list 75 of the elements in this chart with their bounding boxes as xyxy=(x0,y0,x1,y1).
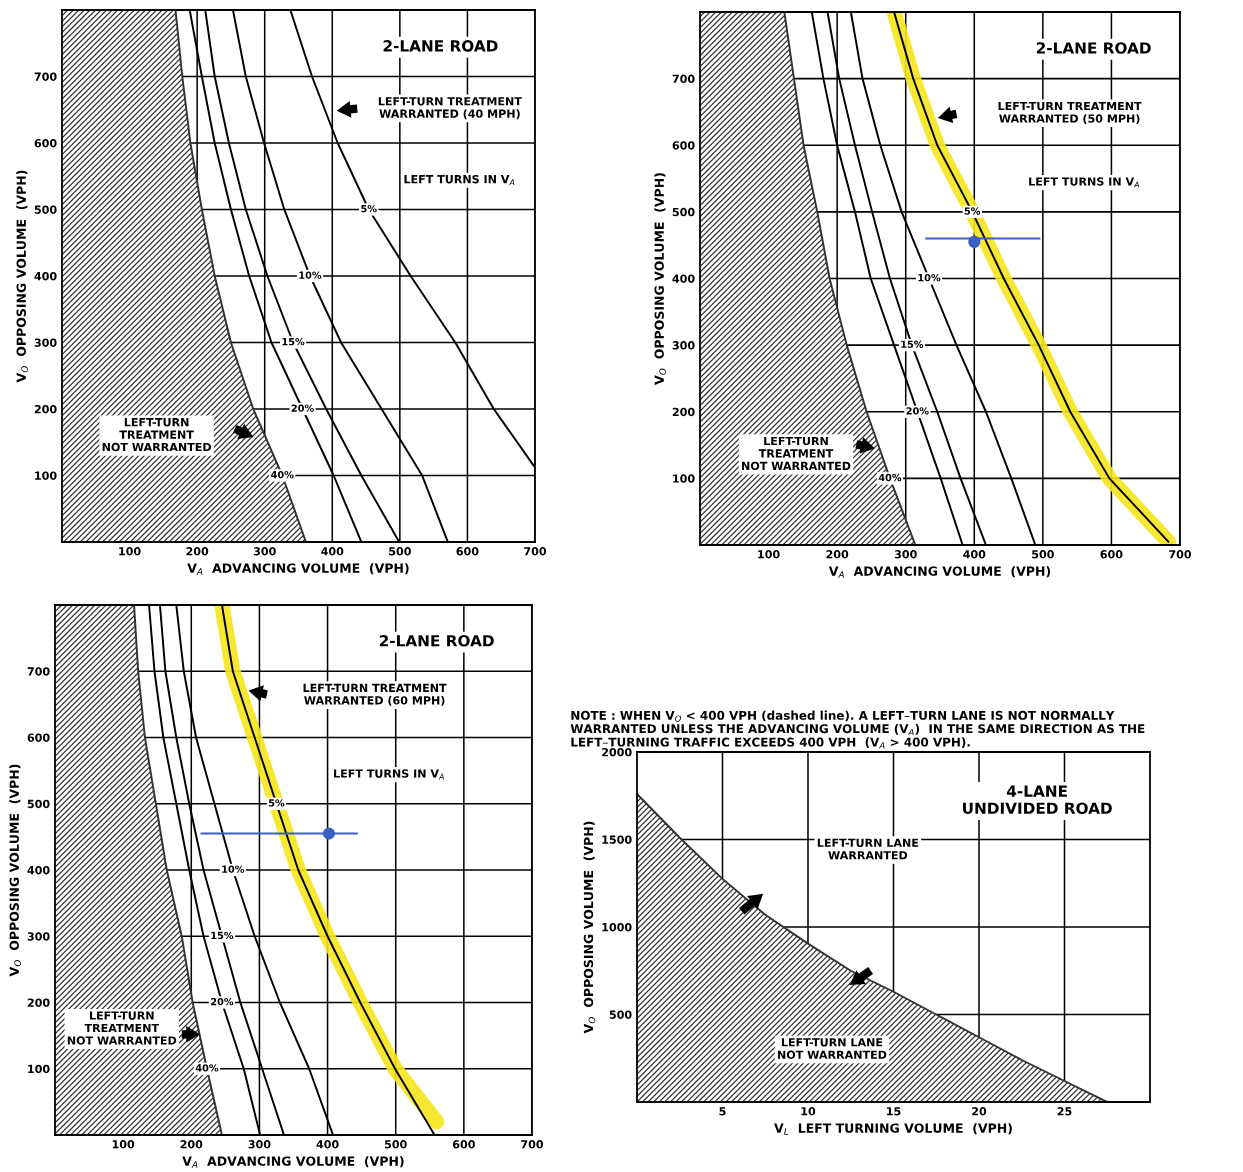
x-tick-label: 5 xyxy=(719,1107,726,1116)
x-tick-label: 15 xyxy=(887,1107,901,1116)
x-axis-title: V$_{A}$ ADVANCING VOLUME (VPH) xyxy=(187,563,409,575)
x-tick-label: 600 xyxy=(452,1140,475,1149)
x-tick-label: 100 xyxy=(112,1140,135,1149)
x-axis-title: V$_{A}$ ADVANCING VOLUME (VPH) xyxy=(182,1156,404,1168)
x-tick-label: 200 xyxy=(180,1140,203,1149)
x-tick-label: 200 xyxy=(826,550,849,559)
x-tick-label: 300 xyxy=(253,547,276,556)
y-axis-title: V$_{O}$ OPPOSING VOLUME (VPH) xyxy=(654,173,666,385)
y-tick-label: 2000 xyxy=(602,747,632,757)
y-tick-label: 600 xyxy=(27,733,50,742)
chart-title: NOTE : WHEN V$_{O}$ < 400 VPH (dashed line). A LEFT–TURN LANE IS NOT NORMALLY WARRANTED UNLESS THE ADVANCING VOLUME (V$_{A}$) IN THE SAME DIRECTION AS THE LEFT–TURNING TRAFFIC EXCEEDS 400 VPH (V$_{A}$ > 400 VPH). xyxy=(570,710,1145,749)
x-tick-label: 700 xyxy=(524,547,547,556)
y-tick-label: 1500 xyxy=(602,835,632,844)
y-axis-title: V$_{O}$ OPPOSING VOLUME (VPH) xyxy=(16,170,28,383)
text: V$_{L}$ LEFT TURNING VOLUME (VPH) xyxy=(774,1123,1012,1135)
x-tick-label: 300 xyxy=(248,1140,271,1149)
x-tick-label: 700 xyxy=(521,1140,544,1149)
y-tick-label: 400 xyxy=(672,274,695,283)
x-tick-label: 700 xyxy=(1169,550,1192,559)
y-tick-label: 700 xyxy=(672,74,695,83)
x-tick-label: 500 xyxy=(384,1140,407,1149)
annotation: LEFT-TURN TREATMENT WARRANTED (50 MPH) xyxy=(998,102,1142,125)
y-tick-label: 700 xyxy=(27,667,50,676)
annotation: 2-LANE ROAD xyxy=(1036,42,1151,54)
y-tick-label: 500 xyxy=(34,205,57,214)
y-tick-label: 500 xyxy=(672,207,695,217)
x-tick-label: 400 xyxy=(316,1140,339,1149)
y-tick-label: 100 xyxy=(673,474,695,483)
y-tick-label: 700 xyxy=(34,72,57,81)
y-tick-label: 500 xyxy=(27,799,50,809)
y-tick-label: 100 xyxy=(35,471,57,480)
x-tick-label: 400 xyxy=(963,550,986,559)
y-axis-title: V$_{O}$ OPPOSING VOLUME (VPH) xyxy=(583,821,596,1034)
y-tick-label: 1000 xyxy=(602,922,632,932)
x-tick-label: 25 xyxy=(1057,1107,1072,1116)
annotation: LEFT-TURN LANE NOT WARRANTED xyxy=(777,1038,887,1059)
annotation: LEFT-TURN LANE WARRANTED xyxy=(817,838,919,860)
y-tick-label: 100 xyxy=(28,1064,50,1074)
annotation: 2-LANE ROAD xyxy=(383,40,498,52)
x-tick-label: 300 xyxy=(894,550,917,559)
y-tick-label: 600 xyxy=(672,141,695,150)
x-tick-label: 20 xyxy=(972,1107,987,1116)
y-tick-label: 500 xyxy=(609,1010,632,1019)
x-tick-label: 500 xyxy=(389,547,411,556)
y-tick-label: 200 xyxy=(27,998,50,1007)
annotation: LEFT-TURN TREATMENT NOT WARRANTED xyxy=(102,418,211,452)
x-tick-label: 200 xyxy=(186,547,209,556)
annotation: LEFT TURNS IN V$_{A}$ xyxy=(404,174,515,186)
y-tick-label: 300 xyxy=(27,932,50,941)
annotation: LEFT TURNS IN V$_{A}$ xyxy=(334,769,444,780)
annotation: LEFT-TURN TREATMENT WARRANTED (40 MPH) xyxy=(378,97,522,120)
x-tick-label: 500 xyxy=(1032,550,1054,559)
y-tick-label: 300 xyxy=(672,341,695,350)
x-tick-label: 100 xyxy=(119,547,141,556)
y-tick-label: 200 xyxy=(34,404,57,414)
annotation: LEFT-TURN TREATMENT NOT WARRANTED xyxy=(67,1011,177,1045)
y-tick-label: 600 xyxy=(34,138,57,148)
annotation: 4-LANE UNDIVIDED ROAD xyxy=(963,785,1112,814)
x-tick-label: 10 xyxy=(801,1107,816,1116)
annotation: LEFT TURNS IN V$_{A}$ xyxy=(1029,177,1139,188)
y-tick-label: 200 xyxy=(672,407,695,417)
y-axis-title: V$_{O}$ OPPOSING VOLUME (VPH) xyxy=(9,764,21,977)
x-axis-title: V$_{A}$ ADVANCING VOLUME (VPH) xyxy=(828,566,1051,578)
y-tick-label: 300 xyxy=(34,338,57,347)
annotation: LEFT-TURN TREATMENT NOT WARRANTED xyxy=(742,436,851,471)
annotation: LEFT-TURN TREATMENT WARRANTED (60 MPH) xyxy=(303,683,447,706)
x-tick-label: 100 xyxy=(758,550,780,559)
x-tick-label: 600 xyxy=(456,547,479,556)
annotation: 2-LANE ROAD xyxy=(379,634,494,647)
x-tick-label: 400 xyxy=(321,547,344,556)
y-tick-label: 400 xyxy=(34,271,57,281)
x-tick-label: 600 xyxy=(1100,550,1123,559)
y-tick-label: 400 xyxy=(27,865,50,875)
